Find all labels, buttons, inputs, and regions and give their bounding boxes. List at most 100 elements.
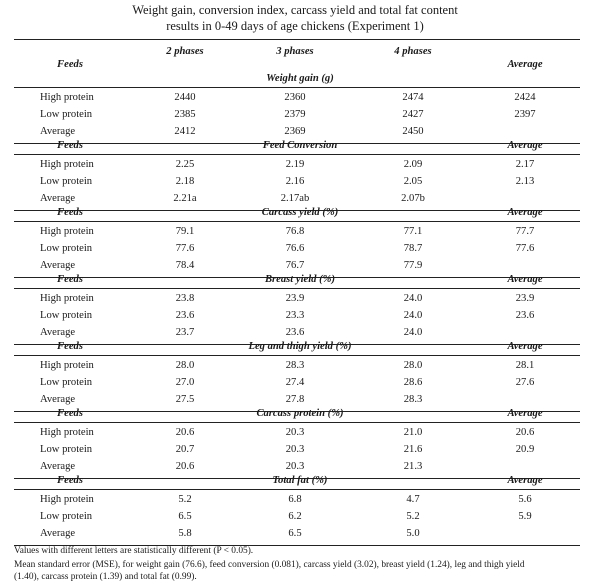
cell-2-phases: 2.21a bbox=[173, 193, 197, 204]
section-rule bbox=[14, 355, 580, 356]
cell-2-phases: 2.18 bbox=[175, 176, 195, 187]
cell-2-phases: 23.8 bbox=[175, 293, 195, 304]
section-bottom-rule bbox=[14, 411, 580, 412]
table-title-line-1: Weight gain, conversion index, carcass y… bbox=[132, 3, 458, 17]
row-feed-label: High protein bbox=[40, 226, 94, 237]
section-feeds-label: Feeds bbox=[57, 274, 83, 285]
cell-2-phases: 6.5 bbox=[178, 511, 192, 522]
cell-2-phases: 28.0 bbox=[175, 360, 195, 371]
section-average-label: Average bbox=[507, 341, 543, 352]
cell-2-phases: 20.6 bbox=[175, 427, 195, 438]
cell-2-phases: 20.7 bbox=[175, 444, 195, 455]
cell-4-phases: 28.6 bbox=[403, 377, 423, 388]
cell-4-phases: 24.0 bbox=[403, 327, 423, 338]
table-title-line-2: results in 0-49 days of age chickens (Ex… bbox=[166, 19, 424, 33]
cell-2-phases: 5.8 bbox=[178, 528, 192, 539]
cell-3-phases: 2379 bbox=[284, 109, 306, 120]
cell-3-phases: 6.5 bbox=[288, 528, 302, 539]
cell-3-phases: 27.8 bbox=[285, 394, 305, 405]
cell-2-phases: 23.7 bbox=[175, 327, 195, 338]
cell-4-phases: 5.0 bbox=[406, 528, 420, 539]
footnote-significance: Values with different letters are statis… bbox=[14, 546, 254, 556]
cell-4-phases: 78.7 bbox=[403, 243, 423, 254]
row-feed-label: Low protein bbox=[40, 444, 93, 455]
row-feed-label: Average bbox=[40, 327, 76, 338]
cell-average: 23.9 bbox=[515, 293, 535, 304]
section-rule bbox=[14, 288, 580, 289]
section-bottom-rule bbox=[14, 277, 580, 278]
row-feed-label: High protein bbox=[40, 360, 94, 371]
section-bottom-rule bbox=[14, 344, 580, 345]
cell-3-phases: 2.19 bbox=[285, 159, 305, 170]
row-feed-label: Average bbox=[40, 126, 76, 137]
header-average: Average bbox=[507, 59, 543, 70]
section-title: Carcass protein (%) bbox=[256, 408, 344, 419]
cell-average: 5.9 bbox=[518, 511, 532, 522]
cell-3-phases: 2369 bbox=[284, 126, 306, 137]
cell-3-phases: 20.3 bbox=[285, 461, 305, 472]
cell-3-phases: 6.2 bbox=[288, 511, 302, 522]
section-title: Feed Conversion bbox=[262, 140, 338, 151]
cell-4-phases: 21.6 bbox=[403, 444, 423, 455]
section-bottom-rule bbox=[14, 478, 580, 479]
cell-average: 27.6 bbox=[515, 377, 535, 388]
cell-3-phases: 23.9 bbox=[285, 293, 305, 304]
row-feed-label: High protein bbox=[40, 494, 94, 505]
cell-4-phases: 28.3 bbox=[403, 394, 423, 405]
section-title: Breast yield (%) bbox=[264, 274, 336, 285]
section-rule bbox=[14, 87, 580, 88]
row-feed-label: High protein bbox=[40, 293, 94, 304]
cell-3-phases: 23.3 bbox=[285, 310, 305, 321]
cell-4-phases: 2.07b bbox=[401, 193, 425, 204]
cell-3-phases: 27.4 bbox=[285, 377, 305, 388]
footnote-mse: Mean standard error (MSE), for weight ga… bbox=[14, 560, 525, 570]
row-feed-label: Low protein bbox=[40, 511, 93, 522]
row-feed-label: Low protein bbox=[40, 310, 93, 321]
row-feed-label: Average bbox=[40, 461, 76, 472]
cell-2-phases: 20.6 bbox=[175, 461, 195, 472]
cell-4-phases: 2427 bbox=[402, 109, 424, 120]
row-feed-label: High protein bbox=[40, 92, 94, 103]
cell-average: 28.1 bbox=[515, 360, 535, 371]
header-3-phases: 3 phases bbox=[276, 46, 314, 57]
row-feed-label: Average bbox=[40, 193, 76, 204]
cell-2-phases: 2.25 bbox=[175, 159, 195, 170]
cell-average: 2397 bbox=[514, 109, 536, 120]
cell-2-phases: 2385 bbox=[174, 109, 196, 120]
section-rule bbox=[14, 422, 580, 423]
cell-average: 77.7 bbox=[515, 226, 535, 237]
row-feed-label: Average bbox=[40, 260, 76, 271]
footnote-mse-continued: (1.40), carcass protein (1.39) and total… bbox=[14, 572, 197, 582]
cell-2-phases: 27.5 bbox=[175, 394, 195, 405]
cell-3-phases: 76.6 bbox=[285, 243, 305, 254]
cell-4-phases: 2.05 bbox=[403, 176, 423, 187]
cell-3-phases: 76.7 bbox=[285, 260, 305, 271]
section-title: Weight gain (g) bbox=[266, 73, 334, 84]
cell-3-phases: 23.6 bbox=[285, 327, 305, 338]
cell-2-phases: 79.1 bbox=[175, 226, 195, 237]
cell-average: 20.6 bbox=[515, 427, 535, 438]
section-title: Total fat (%) bbox=[272, 475, 328, 486]
cell-4-phases: 2474 bbox=[402, 92, 424, 103]
header-2-phases: 2 phases bbox=[166, 46, 204, 57]
header-4-phases: 4 phases bbox=[394, 46, 432, 57]
top-rule bbox=[14, 39, 580, 40]
section-feeds-label: Feeds bbox=[57, 207, 83, 218]
cell-2-phases: 23.6 bbox=[175, 310, 195, 321]
section-bottom-rule bbox=[14, 210, 580, 211]
cell-3-phases: 20.3 bbox=[285, 444, 305, 455]
cell-average: 23.6 bbox=[515, 310, 535, 321]
cell-3-phases: 2360 bbox=[284, 92, 306, 103]
cell-3-phases: 76.8 bbox=[285, 226, 305, 237]
cell-4-phases: 77.9 bbox=[403, 260, 423, 271]
section-bottom-rule bbox=[14, 545, 580, 546]
cell-average: 5.6 bbox=[518, 494, 532, 505]
cell-4-phases: 2.09 bbox=[403, 159, 423, 170]
section-bottom-rule bbox=[14, 143, 580, 144]
section-average-label: Average bbox=[507, 408, 543, 419]
cell-average: 2.13 bbox=[515, 176, 535, 187]
section-average-label: Average bbox=[507, 140, 543, 151]
cell-4-phases: 21.0 bbox=[403, 427, 423, 438]
section-feeds-label: Feeds bbox=[57, 341, 83, 352]
